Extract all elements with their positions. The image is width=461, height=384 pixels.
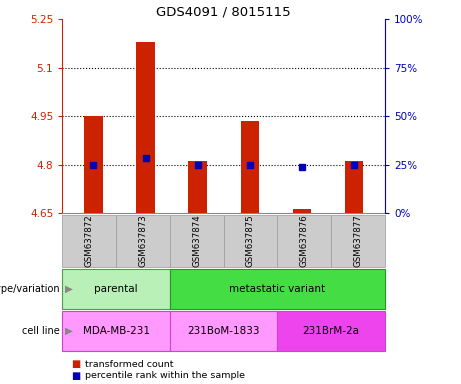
Text: GSM637876: GSM637876	[300, 215, 309, 267]
Text: GSM637874: GSM637874	[192, 215, 201, 267]
Text: genotype/variation: genotype/variation	[0, 284, 60, 294]
Bar	[345, 161, 363, 213]
Title: GDS4091 / 8015115: GDS4091 / 8015115	[156, 5, 291, 18]
Text: MDA-MB-231: MDA-MB-231	[83, 326, 149, 336]
Text: ▶: ▶	[65, 284, 72, 294]
Text: GSM637875: GSM637875	[246, 215, 255, 267]
Bar	[241, 121, 259, 213]
Text: transformed count: transformed count	[85, 359, 174, 369]
Text: GSM637872: GSM637872	[85, 215, 94, 267]
Text: ■: ■	[71, 371, 81, 381]
Text: ▶: ▶	[65, 326, 72, 336]
Text: parental: parental	[94, 284, 138, 294]
Text: GSM637877: GSM637877	[354, 215, 362, 267]
Text: cell line: cell line	[22, 326, 60, 336]
Text: percentile rank within the sample: percentile rank within the sample	[85, 371, 245, 380]
Text: ■: ■	[71, 359, 81, 369]
Text: 231BrM-2a: 231BrM-2a	[303, 326, 360, 336]
Bar	[136, 42, 154, 213]
Bar	[189, 161, 207, 213]
Bar	[293, 209, 311, 213]
Text: 231BoM-1833: 231BoM-1833	[187, 326, 260, 336]
Bar	[84, 116, 102, 213]
Text: metastatic variant: metastatic variant	[229, 284, 325, 294]
Text: GSM637873: GSM637873	[138, 215, 148, 267]
